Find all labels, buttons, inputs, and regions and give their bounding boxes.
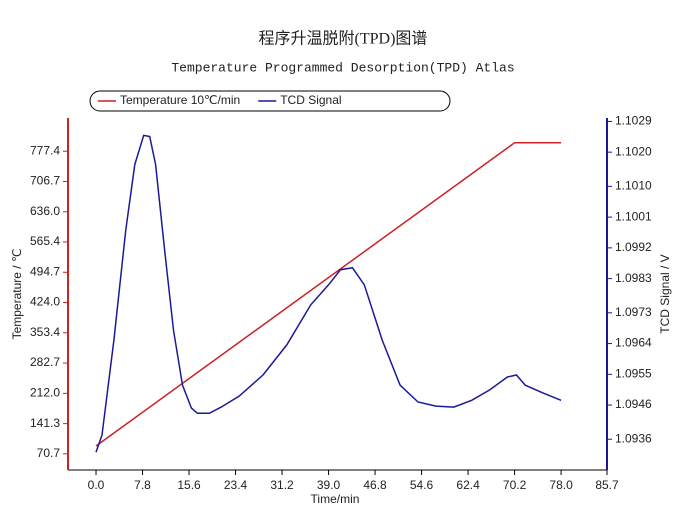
chart-subtitle: Temperature Programmed Desorption(TPD) A… — [171, 60, 514, 75]
y-tick-label: 777.4 — [30, 143, 60, 157]
x-tick-label: 54.6 — [410, 478, 434, 492]
chart-title: 程序升温脱附(TPD)图谱 — [259, 30, 428, 48]
y2-tick-label: 1.1010 — [615, 179, 652, 193]
y-tick-label: 353.4 — [30, 325, 60, 339]
y-tick-label: 70.7 — [37, 446, 61, 460]
y2-tick-label: 1.0973 — [615, 305, 652, 319]
y-tick-label: 141.3 — [30, 416, 60, 430]
y2-tick-label: 1.0983 — [615, 271, 652, 285]
series-line — [95, 134, 562, 453]
y-tick-label: 494.7 — [30, 264, 60, 278]
x-axis-label: Time/min — [311, 492, 360, 506]
y2-tick-label: 1.0946 — [615, 397, 652, 411]
y-tick-label: 706.7 — [30, 174, 60, 188]
y-tick-label: 212.0 — [30, 386, 60, 400]
y2-tick-label: 1.1001 — [615, 209, 652, 223]
y2-tick-label: 1.0955 — [615, 366, 652, 380]
x-tick-label: 23.4 — [224, 478, 248, 492]
y2-tick-label: 1.0992 — [615, 240, 652, 254]
y-axis-label: Temperature / ℃ — [10, 249, 24, 340]
y-tick-label: 636.0 — [30, 204, 60, 218]
y2-tick-label: 1.0964 — [615, 336, 652, 350]
x-tick-label: 46.8 — [363, 478, 387, 492]
y2-axis-label: TCD Signal / V — [658, 254, 672, 333]
series-line — [95, 142, 562, 447]
x-tick-label: 7.8 — [134, 478, 151, 492]
x-tick-label: 31.2 — [270, 478, 294, 492]
y-tick-label: 424.0 — [30, 295, 60, 309]
y2-tick-label: 1.0936 — [615, 431, 652, 445]
x-tick-label: 15.6 — [177, 478, 201, 492]
legend-label: TCD Signal — [280, 93, 341, 107]
y2-tick-label: 1.1029 — [615, 114, 652, 128]
x-tick-label: 62.4 — [456, 478, 480, 492]
y-tick-label: 282.7 — [30, 355, 60, 369]
legend-label: Temperature 10℃/min — [120, 93, 240, 107]
x-tick-label: 78.0 — [549, 478, 573, 492]
x-tick-label: 0.0 — [88, 478, 105, 492]
x-tick-label: 85.7 — [595, 478, 619, 492]
x-tick-label: 39.0 — [317, 478, 341, 492]
y-tick-label: 565.4 — [30, 234, 60, 248]
y2-tick-label: 1.1020 — [615, 144, 652, 158]
x-tick-label: 70.2 — [503, 478, 527, 492]
